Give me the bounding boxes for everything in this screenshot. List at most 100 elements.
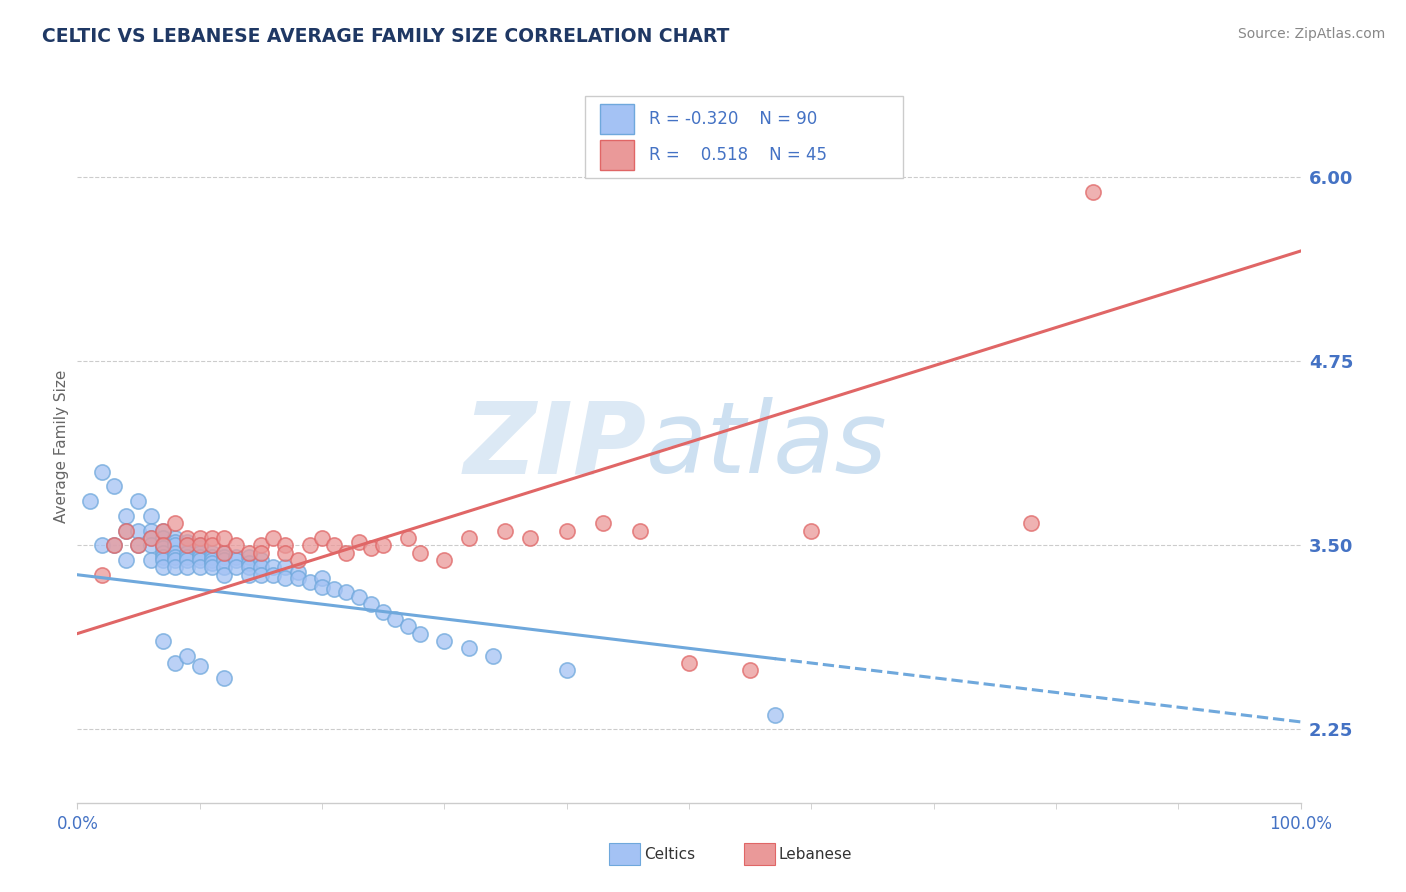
- Point: [212, 531, 235, 545]
- Point: [165, 546, 187, 560]
- Y-axis label: Average Family Size: Average Family Size: [53, 369, 69, 523]
- Point: [165, 656, 187, 670]
- Point: [298, 575, 321, 590]
- Point: [287, 553, 309, 567]
- Point: [188, 546, 211, 560]
- Point: [115, 524, 138, 538]
- Point: [103, 538, 125, 552]
- Point: [311, 580, 333, 594]
- Point: [115, 508, 138, 523]
- Point: [262, 567, 284, 582]
- Point: [212, 567, 235, 582]
- Point: [165, 553, 187, 567]
- Point: [115, 553, 138, 567]
- Point: [628, 524, 651, 538]
- Point: [201, 550, 224, 565]
- Point: [274, 560, 297, 574]
- Point: [176, 560, 198, 574]
- Point: [384, 612, 406, 626]
- Point: [592, 516, 614, 531]
- Point: [90, 567, 112, 582]
- Point: [323, 582, 346, 597]
- Point: [127, 494, 149, 508]
- Point: [555, 524, 578, 538]
- Point: [176, 538, 198, 552]
- Point: [188, 531, 211, 545]
- Point: [409, 546, 432, 560]
- Point: [90, 538, 112, 552]
- Point: [335, 546, 357, 560]
- Point: [371, 538, 394, 552]
- Point: [212, 550, 235, 565]
- Text: Source: ZipAtlas.com: Source: ZipAtlas.com: [1237, 27, 1385, 41]
- Point: [165, 516, 187, 531]
- Point: [188, 553, 211, 567]
- Point: [250, 538, 273, 552]
- Point: [433, 553, 456, 567]
- Bar: [744, 844, 775, 865]
- Point: [152, 541, 174, 556]
- Point: [225, 538, 247, 552]
- Point: [678, 656, 700, 670]
- Point: [274, 571, 297, 585]
- Point: [152, 538, 174, 552]
- Point: [287, 565, 309, 579]
- Point: [103, 479, 125, 493]
- Point: [238, 560, 260, 574]
- Point: [201, 560, 224, 574]
- Point: [225, 553, 247, 567]
- Point: [152, 538, 174, 552]
- Point: [176, 648, 198, 663]
- Point: [201, 531, 224, 545]
- Point: [250, 560, 273, 574]
- Point: [152, 524, 174, 538]
- Point: [433, 634, 456, 648]
- Point: [139, 508, 162, 523]
- Point: [335, 585, 357, 599]
- Point: [152, 634, 174, 648]
- Point: [740, 664, 762, 678]
- Bar: [599, 104, 634, 134]
- Text: Lebanese: Lebanese: [779, 847, 852, 862]
- Point: [176, 546, 198, 560]
- Point: [1081, 185, 1104, 199]
- Point: [176, 550, 198, 565]
- Point: [238, 556, 260, 570]
- Point: [409, 626, 432, 640]
- Point: [165, 535, 187, 549]
- Point: [127, 524, 149, 538]
- Point: [188, 538, 211, 552]
- Point: [250, 567, 273, 582]
- Point: [238, 550, 260, 565]
- Point: [360, 597, 382, 611]
- Point: [139, 531, 162, 545]
- Point: [262, 560, 284, 574]
- Point: [482, 648, 505, 663]
- Point: [188, 659, 211, 673]
- Point: [176, 553, 198, 567]
- Point: [212, 546, 235, 560]
- Point: [139, 524, 162, 538]
- Point: [298, 538, 321, 552]
- Point: [371, 605, 394, 619]
- Text: R =    0.518    N = 45: R = 0.518 N = 45: [648, 146, 827, 164]
- Point: [176, 538, 198, 552]
- Point: [115, 524, 138, 538]
- Point: [165, 538, 187, 552]
- Bar: [609, 844, 640, 865]
- Point: [176, 535, 198, 549]
- Point: [323, 538, 346, 552]
- Point: [188, 538, 211, 552]
- Point: [165, 531, 187, 545]
- Point: [1021, 516, 1043, 531]
- Point: [396, 619, 419, 633]
- Text: ZIP: ZIP: [463, 398, 647, 494]
- Point: [238, 546, 260, 560]
- Point: [103, 538, 125, 552]
- Point: [396, 531, 419, 545]
- Point: [212, 671, 235, 685]
- Point: [201, 538, 224, 552]
- Point: [763, 707, 786, 722]
- Bar: [599, 140, 634, 169]
- Point: [152, 546, 174, 560]
